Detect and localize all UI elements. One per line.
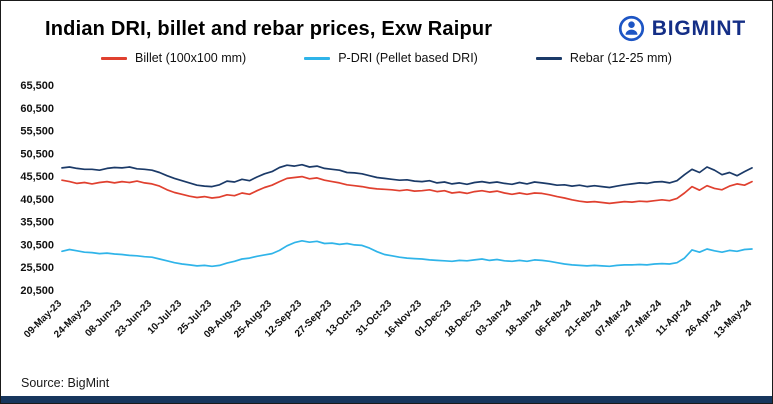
legend-swatch-rebar — [535, 56, 562, 60]
legend-label-pdri: P-DRI (Pellet based DRI) — [338, 51, 478, 65]
chart-header: Indian DRI, billet and rebar prices, Exw… — [1, 1, 772, 42]
brand-logo: BIGMINT — [618, 15, 746, 42]
y-axis-label: 35,500 — [20, 217, 54, 229]
chart-area: 20,500 25,500 30,500 35,500 40,500 45,500 50,5… — [6, 67, 772, 357]
bottom-bar — [1, 396, 772, 403]
y-axis-label: 50,500 — [20, 148, 54, 160]
y-axis-label: 30,500 — [20, 239, 54, 251]
brand-name: BIGMINT — [651, 16, 746, 40]
legend-swatch-billet — [101, 56, 128, 60]
series-line-billet — [61, 175, 753, 205]
y-axis-label: 25,500 — [20, 262, 54, 274]
legend-swatch-pdri — [304, 56, 331, 60]
y-axis-label: 20,500 — [20, 285, 54, 297]
series-line-pdri — [61, 239, 753, 268]
y-axis-label: 45,500 — [20, 171, 54, 183]
chart-title: Indian DRI, billet and rebar prices, Exw… — [45, 18, 493, 40]
legend-label-billet: Billet (100x100 mm) — [135, 51, 247, 65]
legend-item-billet: Billet (100x100 mm) — [101, 51, 246, 65]
chart-legend: Billet (100x100 mm) P-DRI (Pellet based … — [1, 51, 772, 65]
source-note: Source: BigMint — [21, 376, 110, 390]
legend-item-pdri: P-DRI (Pellet based DRI) — [304, 51, 478, 65]
y-axis-label: 55,500 — [20, 126, 54, 138]
bigmint-logo-icon — [618, 15, 644, 42]
legend-item-rebar: Rebar (12-25 mm) — [535, 51, 672, 65]
y-axis-label: 60,500 — [20, 103, 54, 115]
series-line-rebar — [61, 163, 753, 189]
legend-label-rebar: Rebar (12-25 mm) — [569, 51, 672, 65]
y-axis-label: 40,500 — [20, 194, 54, 206]
y-axis-label: 65,500 — [20, 80, 54, 92]
price-chart: 20,500 25,500 30,500 35,500 40,500 45,500 50,5… — [20, 80, 754, 340]
